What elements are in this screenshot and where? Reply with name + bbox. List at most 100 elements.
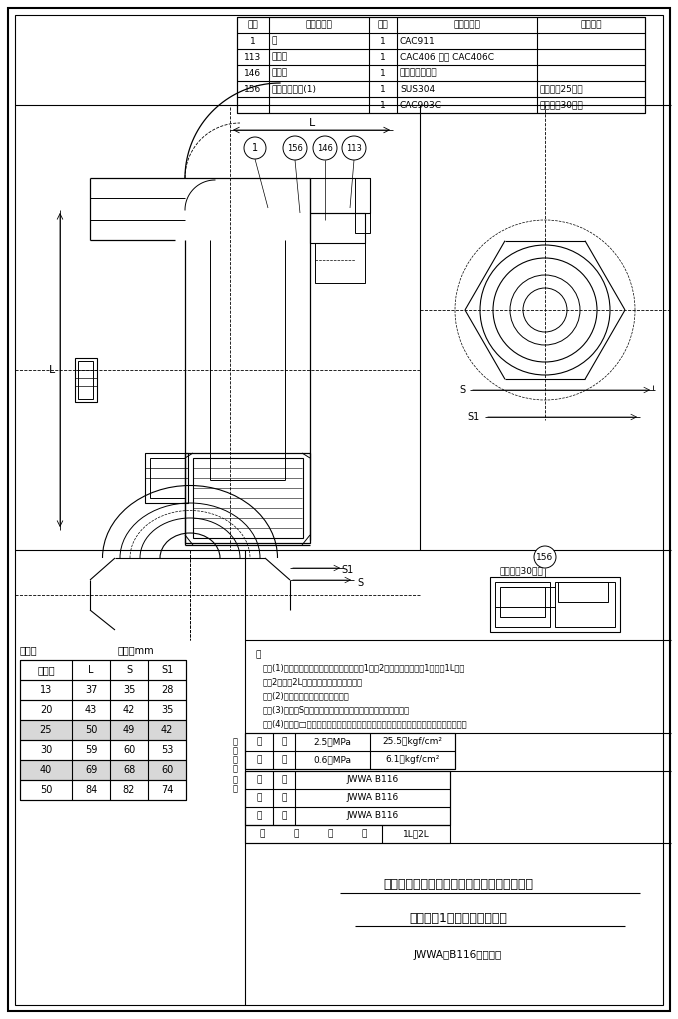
Text: 69: 69 [85,765,97,775]
Text: 146: 146 [317,144,333,153]
Text: 空: 空 [256,755,262,764]
Text: 156: 156 [287,144,303,153]
Text: 鎔レス青銅　水道用ポリエチレン管金属継手: 鎔レス青銅 水道用ポリエチレン管金属継手 [383,878,533,892]
Text: 113: 113 [244,53,262,61]
Text: 156: 156 [244,85,262,94]
Bar [20,760,186,780]
Bar [237,17,645,113]
Text: 肉: 肉 [256,811,262,820]
Bar [495,582,550,627]
Text: 25: 25 [40,725,52,735]
Bar [315,243,365,283]
Text: L: L [308,118,315,128]
Text: 注: 注 [255,650,260,659]
Text: (2)　呼び径を表わしています。: (2) 呼び径を表わしています。 [263,692,350,700]
Bar [245,771,450,825]
Bar [145,453,188,503]
Circle shape [313,136,337,160]
Text: 査: 査 [233,747,237,755]
Text: 40: 40 [40,765,52,775]
Text: 43: 43 [85,705,97,715]
Text: JWWA B116: JWWA B116 [346,811,399,820]
Text: 37: 37 [85,685,97,695]
Text: S1: S1 [161,665,173,675]
Bar [555,582,615,627]
Text: 13: 13 [40,685,52,695]
Bar [245,733,455,769]
Bar [75,358,97,403]
Text: CAC911: CAC911 [400,37,436,46]
Text: S1: S1 [468,412,480,422]
Text: S: S [126,665,132,675]
Text: 49: 49 [123,725,135,735]
Text: 面: 面 [256,775,262,785]
Text: 製: 製 [260,829,265,839]
Text: 圧: 圧 [233,755,237,764]
Text: アセタール樹脂: アセタール樹脂 [400,68,437,77]
Text: 号: 号 [362,829,367,839]
Text: 径: 径 [281,794,287,803]
Text: 42: 42 [123,705,135,715]
Text: エルボ　1種および２種管用: エルボ 1種および２種管用 [409,912,507,924]
Text: 60: 60 [123,745,135,755]
Text: 1: 1 [380,68,386,77]
Bar [500,587,545,616]
Text: 力: 力 [233,764,237,773]
Bar [20,720,186,740]
Text: 2種管（2L）は、インコアが異なる。: 2種管（2L）は、インコアが異なる。 [263,678,363,687]
Bar [355,178,370,233]
Text: 28: 28 [161,685,173,695]
Text: リング: リング [272,68,288,77]
Text: 6.1　kgf/cm²: 6.1 kgf/cm² [385,755,440,764]
Circle shape [283,136,307,160]
Text: 68: 68 [123,765,135,775]
Text: 1: 1 [380,37,386,46]
Text: 50: 50 [40,785,52,795]
Circle shape [342,136,366,160]
Bar [558,582,608,602]
Bar [310,178,370,213]
Text: 59: 59 [85,745,97,755]
Text: 水: 水 [256,738,262,747]
Text: 30: 30 [40,745,52,755]
Text: 1L．2L: 1L．2L [403,829,429,839]
Text: JWWA B116: JWWA B116 [346,775,399,785]
Text: (3)　上記Sは、鎔レス合金材料の寻法を表わしています。: (3) 上記Sは、鎔レス合金材料の寻法を表わしています。 [263,705,410,714]
Bar [245,825,450,843]
Text: 25.5　kgf/cm²: 25.5 kgf/cm² [382,738,443,747]
Text: 60: 60 [161,765,173,775]
Text: 53: 53 [161,745,173,755]
Text: 1: 1 [250,37,256,46]
Text: 圧: 圧 [281,755,287,764]
Text: S: S [459,385,465,395]
Text: 呼び径　30以上: 呼び径 30以上 [500,567,544,576]
Bar [310,213,365,243]
Bar [20,660,186,800]
Text: 個数: 個数 [378,20,388,30]
Text: 156: 156 [536,552,554,561]
Text: 1: 1 [380,101,386,109]
Text: 呼び径　25以下: 呼び径 25以下 [540,85,584,94]
Text: 部番: 部番 [247,20,258,30]
Text: 1: 1 [380,85,386,94]
Text: 検: 検 [233,738,237,747]
Text: 記　　事: 記 事 [580,20,602,30]
Bar [150,458,185,498]
Text: 0.6　MPa: 0.6 MPa [313,755,351,764]
Text: JWWA B116: JWWA B116 [346,794,399,803]
Text: 2.5　MPa: 2.5 MPa [313,738,351,747]
Text: 規: 規 [233,775,237,785]
Bar [193,458,303,538]
Text: 35: 35 [161,705,173,715]
Text: 面: 面 [281,775,287,785]
Text: 82: 82 [123,785,135,795]
Text: 圧: 圧 [281,738,287,747]
Text: S: S [357,578,363,588]
Text: 単位：mm: 単位：mm [118,645,155,655]
Text: CAC406 又は CAC406C: CAC406 又は CAC406C [400,53,494,61]
Text: 84: 84 [85,785,97,795]
Text: 35: 35 [123,685,135,695]
Text: 1: 1 [252,143,258,153]
Text: 材　　　料: 材 料 [454,20,481,30]
Text: 記: 記 [327,829,333,839]
